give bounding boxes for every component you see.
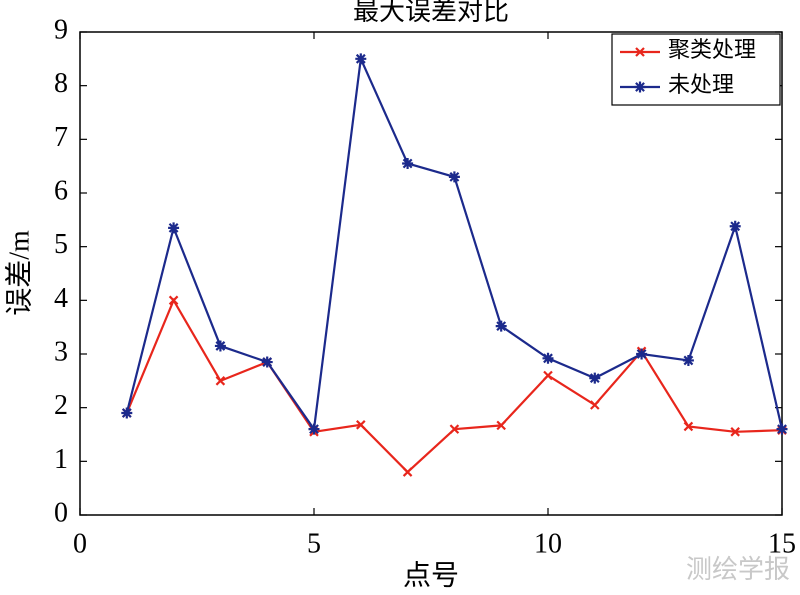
point-marker bbox=[168, 295, 179, 306]
point-marker bbox=[495, 320, 507, 332]
point-marker bbox=[402, 157, 414, 169]
point-marker bbox=[121, 407, 133, 419]
point-marker bbox=[636, 348, 648, 360]
y-tick-label: 5 bbox=[54, 229, 68, 260]
legend-box bbox=[611, 33, 781, 106]
point-marker bbox=[496, 420, 506, 431]
point-marker bbox=[449, 424, 460, 434]
point-marker bbox=[542, 352, 554, 364]
point-marker bbox=[448, 171, 460, 183]
series-line bbox=[125, 297, 783, 474]
point-marker bbox=[168, 222, 180, 234]
point-marker bbox=[402, 467, 413, 477]
point-marker bbox=[730, 427, 740, 437]
y-tick-label: 9 bbox=[54, 14, 68, 45]
legend-marker bbox=[634, 81, 646, 93]
x-axis-label: 点号 bbox=[403, 560, 459, 591]
series-line bbox=[125, 54, 784, 433]
point-marker bbox=[308, 423, 320, 435]
point-marker bbox=[215, 376, 226, 386]
y-tick-label: 4 bbox=[54, 283, 68, 314]
point-marker bbox=[543, 370, 553, 381]
point-marker bbox=[682, 354, 694, 366]
y-tick-label: 7 bbox=[54, 122, 68, 153]
x-tick-label: 10 bbox=[534, 528, 562, 559]
x-tick-label: 15 bbox=[768, 528, 796, 559]
watermark: 测绘学报 bbox=[686, 555, 790, 584]
y-tick-label: 8 bbox=[54, 68, 68, 99]
chart-title: 最大误差对比 bbox=[353, 0, 509, 26]
point-marker bbox=[589, 372, 601, 384]
legend-marker bbox=[635, 47, 645, 57]
point-marker bbox=[355, 53, 367, 65]
x-tick-label: 5 bbox=[307, 528, 321, 559]
y-tick-label: 2 bbox=[54, 390, 68, 421]
y-tick-label: 3 bbox=[54, 336, 68, 367]
point-marker bbox=[590, 400, 600, 410]
y-tick-label: 1 bbox=[54, 444, 68, 475]
y-tick-label: 6 bbox=[54, 175, 68, 206]
point-marker bbox=[683, 421, 694, 432]
plot-frame bbox=[79, 31, 783, 516]
legend-label: 聚类处理 bbox=[668, 37, 756, 62]
point-marker bbox=[729, 220, 741, 232]
x-tick-label: 0 bbox=[73, 528, 87, 559]
y-tick-label: 0 bbox=[54, 497, 68, 528]
point-marker bbox=[776, 423, 788, 435]
y-axis-label: 误差/m bbox=[3, 230, 35, 316]
legend-label: 未处理 bbox=[668, 72, 734, 97]
point-marker bbox=[356, 420, 366, 430]
point-marker bbox=[261, 356, 273, 368]
point-marker bbox=[214, 340, 226, 352]
